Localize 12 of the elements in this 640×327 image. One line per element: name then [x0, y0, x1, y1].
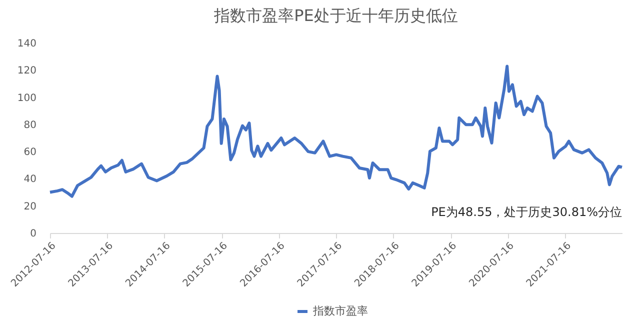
- annotation: PE为48.55，处于历史30.81%分位: [431, 205, 622, 219]
- y-tick-label: 100: [17, 92, 36, 104]
- y-tick-label: 140: [17, 38, 36, 50]
- y-tick-label: 40: [24, 174, 36, 186]
- y-tick-label: 60: [24, 147, 36, 158]
- line-series: [48, 64, 624, 198]
- chart-title: 指数市盈率PE处于近十年历史低位: [213, 6, 458, 25]
- y-tick-label: 0: [30, 228, 36, 240]
- y-tick-label: 20: [24, 201, 36, 212]
- legend-label: 指数市盈率: [312, 304, 368, 318]
- y-tick-label: 120: [17, 66, 36, 77]
- y-tick-label: 80: [24, 120, 36, 131]
